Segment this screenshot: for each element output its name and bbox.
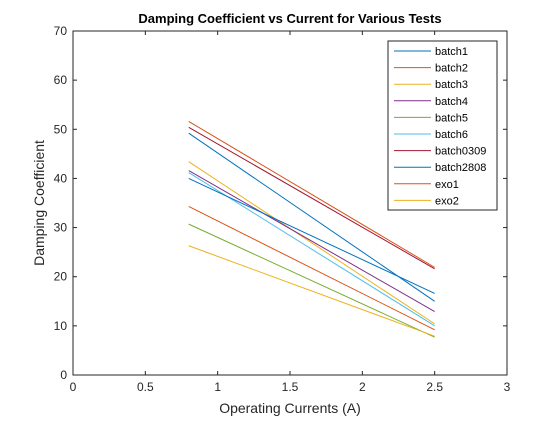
y-tick-label: 70: [54, 24, 68, 38]
legend-label-exo2: exo2: [435, 195, 459, 207]
legend: batch1 batch2 batch3 batch4 batch5 batch6 batc…: [387, 40, 498, 211]
legend-label-batch4: batch4: [435, 96, 468, 108]
x-tick-label: 0: [70, 380, 77, 394]
legend-label-batch2: batch2: [435, 63, 468, 75]
series-line-batch3: [188, 161, 435, 325]
legend-label-exo1: exo1: [435, 179, 459, 191]
series-line-batch2808: [188, 177, 435, 294]
y-tick-label: 0: [60, 368, 67, 382]
x-tick-label: 2.5: [426, 380, 443, 394]
series-line-batch2: [188, 205, 435, 331]
series-line-exo1: [188, 120, 435, 268]
legend-label-batch0309: batch0309: [435, 146, 486, 158]
x-tick-label: 3: [504, 380, 511, 394]
tick-marks: [72, 30, 508, 376]
legend-label-batch1: batch1: [435, 46, 468, 58]
x-tick-label: 0.5: [137, 380, 154, 394]
y-tick-label: 30: [54, 221, 68, 235]
series-line-batch1: [188, 132, 435, 302]
legend-label-batch3: batch3: [435, 79, 468, 91]
series-line-batch4: [188, 170, 435, 313]
y-tick-label: 50: [54, 122, 68, 136]
y-tick-labels: 0 10 20 30 40 50 60 70: [54, 24, 68, 382]
y-tick-label: 60: [54, 73, 68, 87]
y-tick-label: 10: [54, 319, 68, 333]
legend-label-batch5: batch5: [435, 112, 468, 124]
x-tick-labels: 0 0.5 1 1.5 2 2.5 3: [70, 380, 511, 394]
x-axis-label: Operating Currents (A): [219, 400, 361, 416]
x-tick-label: 1.5: [282, 380, 299, 394]
legend-label-batch2808: batch2808: [435, 162, 486, 174]
y-tick-label: 20: [54, 270, 68, 284]
legend-box: [387, 40, 498, 211]
series-line-batch0309: [188, 126, 435, 270]
legend-items: batch1 batch2 batch3 batch4 batch5 batch6 batc…: [394, 46, 486, 207]
x-tick-label: 1: [214, 380, 221, 394]
series-line-exo2: [188, 245, 435, 337]
y-axis-label: Damping Coefficient: [31, 140, 47, 266]
series-line-batch5: [188, 223, 435, 338]
chart-title: Damping Coefficient vs Current for Vario…: [138, 11, 441, 26]
x-tick-label: 2: [359, 380, 366, 394]
y-tick-label: 40: [54, 171, 68, 185]
legend-label-batch6: batch6: [435, 129, 468, 141]
series-lines: [188, 120, 435, 338]
